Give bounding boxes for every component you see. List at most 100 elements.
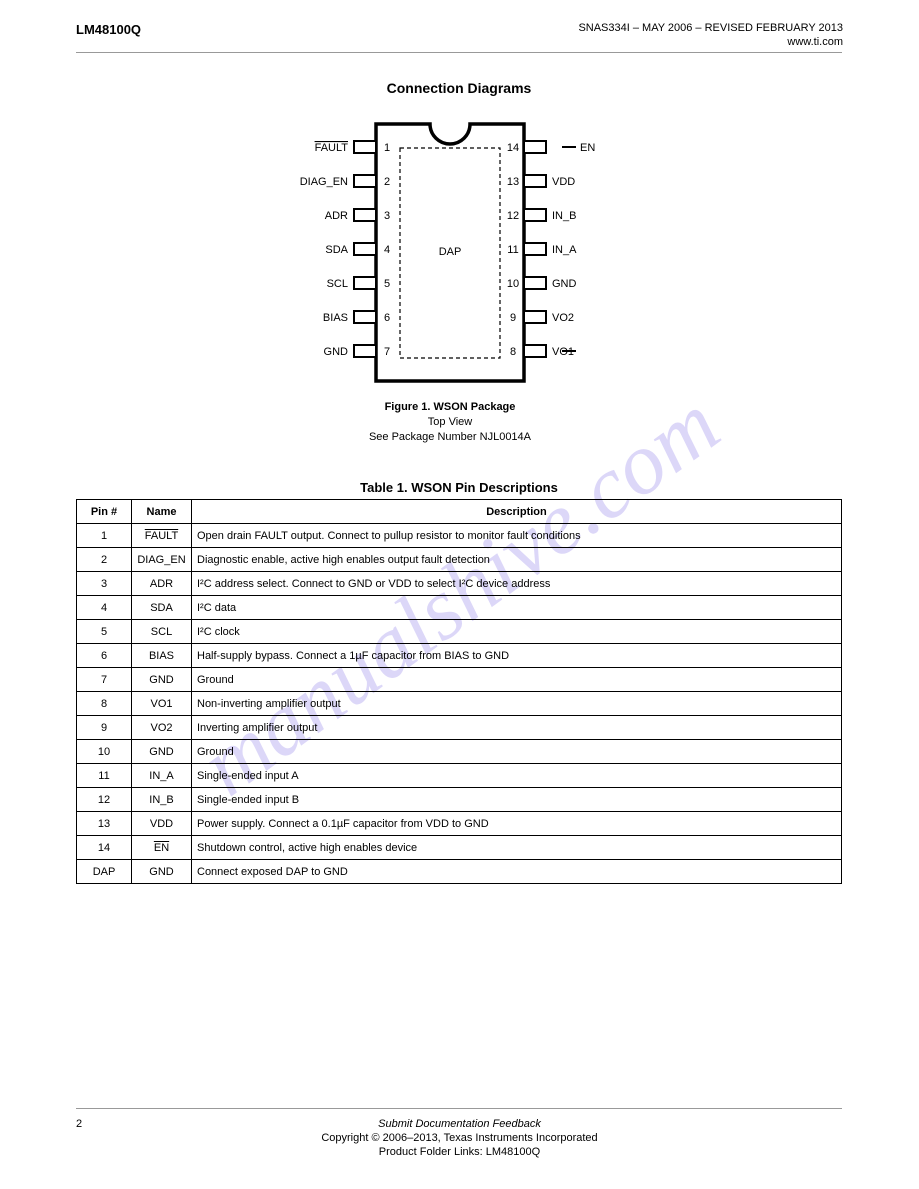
cell-desc: Single-ended input A	[192, 764, 842, 788]
cell-desc: I²C data	[192, 596, 842, 620]
cell-pin: DAP	[77, 860, 132, 884]
cell-pin: 8	[77, 692, 132, 716]
svg-text:Top View: Top View	[428, 416, 472, 428]
cell-pin: 3	[77, 572, 132, 596]
svg-text:FAULT: FAULT	[315, 142, 349, 154]
svg-text:12: 12	[507, 210, 519, 222]
cell-name: IN_A	[132, 764, 192, 788]
svg-text:1: 1	[384, 142, 390, 154]
cell-pin: 4	[77, 596, 132, 620]
footer-copyright: Copyright © 2006–2013, Texas Instruments…	[0, 1132, 919, 1144]
cell-desc: Single-ended input B	[192, 788, 842, 812]
cell-desc: I²C address select. Connect to GND or VD…	[192, 572, 842, 596]
cell-name: GND	[132, 860, 192, 884]
cell-name: GND	[132, 668, 192, 692]
cell-desc: Connect exposed DAP to GND	[192, 860, 842, 884]
table-row: 4SDAI²C data	[77, 596, 842, 620]
table-row: 9VO2Inverting amplifier output	[77, 716, 842, 740]
table-row: 2DIAG_ENDiagnostic enable, active high e…	[77, 548, 842, 572]
cell-name: SCL	[132, 620, 192, 644]
svg-text:11: 11	[507, 244, 518, 256]
svg-text:6: 6	[384, 312, 390, 324]
svg-text:5: 5	[384, 278, 390, 290]
cell-pin: 12	[77, 788, 132, 812]
cell-name: FAULT	[132, 524, 192, 548]
svg-text:EN: EN	[580, 142, 595, 154]
cell-name: DIAG_EN	[132, 548, 192, 572]
table-row: 8VO1Non-inverting amplifier output	[77, 692, 842, 716]
cell-pin: 1	[77, 524, 132, 548]
table-row: DAPGNDConnect exposed DAP to GND	[77, 860, 842, 884]
svg-text:4: 4	[384, 244, 390, 256]
table-row: 7GNDGround	[77, 668, 842, 692]
svg-text:VDD: VDD	[552, 176, 575, 188]
cell-desc: Open drain FAULT output. Connect to pull…	[192, 524, 842, 548]
svg-text:7: 7	[384, 346, 390, 358]
table-row: 1FAULTOpen drain FAULT output. Connect t…	[77, 524, 842, 548]
cell-desc: Ground	[192, 668, 842, 692]
cell-pin: 14	[77, 836, 132, 860]
cell-desc: Shutdown control, active high enables de…	[192, 836, 842, 860]
pin-descriptions-table: Table 1. WSON Pin Descriptions Pin # Nam…	[76, 480, 842, 884]
svg-text:IN_A: IN_A	[552, 244, 577, 256]
table-row: 11IN_ASingle-ended input A	[77, 764, 842, 788]
cell-desc: Power supply. Connect a 0.1µF capacitor …	[192, 812, 842, 836]
header-right: SNAS334I – MAY 2006 – REVISED FEBRUARY 2…	[578, 22, 843, 34]
svg-text:BIAS: BIAS	[323, 312, 348, 324]
table-row: 6BIASHalf-supply bypass. Connect a 1µF c…	[77, 644, 842, 668]
svg-text:SDA: SDA	[325, 244, 348, 256]
cell-name: BIAS	[132, 644, 192, 668]
cell-name: EN	[132, 836, 192, 860]
cell-pin: 7	[77, 668, 132, 692]
footer-rule	[76, 1108, 842, 1109]
cell-desc: Non-inverting amplifier output	[192, 692, 842, 716]
cell-name: GND	[132, 740, 192, 764]
svg-text:DIAG_EN: DIAG_EN	[300, 176, 348, 188]
table-header-desc: Description	[192, 500, 842, 524]
table-header-name: Name	[132, 500, 192, 524]
svg-text:GND: GND	[552, 278, 577, 290]
cell-name: VO2	[132, 716, 192, 740]
cell-pin: 13	[77, 812, 132, 836]
header-url: www.ti.com	[787, 36, 843, 48]
table-title: Table 1. WSON Pin Descriptions	[76, 480, 842, 495]
svg-text:DAP: DAP	[439, 246, 462, 258]
cell-desc: Inverting amplifier output	[192, 716, 842, 740]
svg-text:9: 9	[510, 312, 516, 324]
cell-pin: 11	[77, 764, 132, 788]
svg-text:8: 8	[510, 346, 516, 358]
svg-text:See Package Number NJL0014A: See Package Number NJL0014A	[369, 431, 532, 443]
footer-links: Product Folder Links: LM48100Q	[0, 1146, 919, 1158]
ic-package-diagram: DAP 1FAULT2DIAG_EN3ADR4SDA5SCL6BIAS7GND …	[260, 100, 660, 470]
svg-text:2: 2	[384, 176, 390, 188]
cell-pin: 5	[77, 620, 132, 644]
svg-text:Figure 1. WSON Package: Figure 1. WSON Package	[385, 401, 516, 413]
cell-desc: Ground	[192, 740, 842, 764]
cell-desc: I²C clock	[192, 620, 842, 644]
cell-name: SDA	[132, 596, 192, 620]
table-row: 10GNDGround	[77, 740, 842, 764]
cell-pin: 2	[77, 548, 132, 572]
table-row: 13VDDPower supply. Connect a 0.1µF capac…	[77, 812, 842, 836]
table-row: 5SCLI²C clock	[77, 620, 842, 644]
svg-text:10: 10	[507, 278, 519, 290]
cell-name: VDD	[132, 812, 192, 836]
cell-desc: Diagnostic enable, active high enables o…	[192, 548, 842, 572]
svg-text:13: 13	[507, 176, 519, 188]
cell-pin: 6	[77, 644, 132, 668]
table-header-pin: Pin #	[77, 500, 132, 524]
table-row: 14ENShutdown control, active high enable…	[77, 836, 842, 860]
header-left: LM48100Q	[76, 22, 141, 37]
cell-pin: 9	[77, 716, 132, 740]
svg-text:SCL: SCL	[327, 278, 348, 290]
header-rule	[76, 52, 842, 53]
table-row: 12IN_BSingle-ended input B	[77, 788, 842, 812]
cell-name: IN_B	[132, 788, 192, 812]
svg-text:ADR: ADR	[325, 210, 348, 222]
svg-text:GND: GND	[324, 346, 349, 358]
svg-text:VO2: VO2	[552, 312, 574, 324]
table-row: 3ADRI²C address select. Connect to GND o…	[77, 572, 842, 596]
footer-feedback: Submit Documentation Feedback	[0, 1118, 919, 1130]
svg-text:IN_B: IN_B	[552, 210, 576, 222]
cell-desc: Half-supply bypass. Connect a 1µF capaci…	[192, 644, 842, 668]
